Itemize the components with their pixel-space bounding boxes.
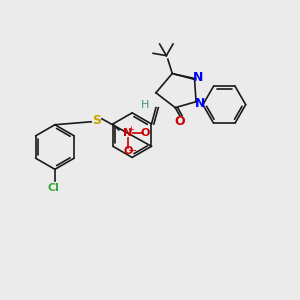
Text: H: H	[141, 100, 150, 110]
Text: +: +	[127, 125, 134, 134]
Text: O: O	[174, 115, 185, 128]
Text: N: N	[194, 97, 205, 110]
Text: S: S	[92, 114, 101, 127]
Text: O: O	[123, 146, 132, 156]
Text: N: N	[193, 71, 203, 84]
Text: Cl: Cl	[47, 183, 59, 193]
Text: N: N	[123, 128, 132, 138]
Text: O: O	[141, 128, 150, 138]
Text: −: −	[128, 146, 137, 156]
